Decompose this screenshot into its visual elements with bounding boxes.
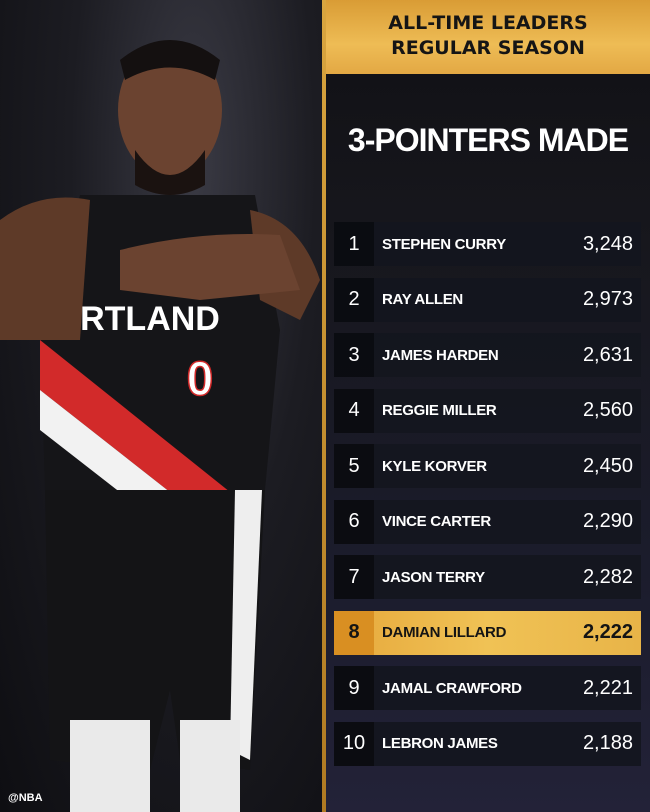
- three-pointers-value: 2,221: [582, 676, 633, 699]
- jersey-text: RTLAND: [80, 300, 220, 338]
- three-pointers-value: 2,290: [582, 510, 633, 532]
- three-pointers-value: 3,248: [582, 232, 633, 255]
- leader-row: 7 JASON TERRY 2,282: [334, 555, 641, 599]
- leaders-list: 1 STEPHEN CURRY 3,248 2 RAY ALLEN 2,973 3 JAMES…: [334, 222, 641, 777]
- leader-row: 10 LEBRON JAMES 2,188: [334, 721, 641, 766]
- shorts: [45, 490, 265, 770]
- player-name: RAY ALLEN: [382, 291, 463, 308]
- rank: 6: [334, 499, 374, 544]
- rank: 8: [334, 610, 374, 655]
- header-line-1: ALL-TIME LEADERS: [388, 12, 588, 34]
- player-photo: RTLAND 0 @NBA: [0, 0, 322, 812]
- player-name: DAMIAN LILLARD: [382, 624, 507, 641]
- rank: 1: [334, 222, 374, 266]
- leader-row: 1 STEPHEN CURRY 3,248: [334, 222, 641, 266]
- three-pointers-value: 2,631: [582, 343, 633, 366]
- player-name: JAMAL CRAWFORD: [382, 679, 522, 697]
- rank: 4: [334, 388, 374, 433]
- player-name: KYLE KORVER: [382, 457, 487, 475]
- leader-row: 3 JAMES HARDEN 2,631: [334, 333, 641, 377]
- rank: 9: [334, 666, 374, 710]
- player-name: LEBRON JAMES: [382, 735, 498, 752]
- rank: 7: [334, 555, 374, 599]
- leader-row: 8 DAMIAN LILLARD 2,222: [334, 610, 641, 655]
- leader-row: 4 REGGIE MILLER 2,560: [334, 388, 641, 433]
- rank: 3: [334, 333, 374, 377]
- rank: 10: [334, 721, 374, 766]
- jersey-number: 0: [187, 353, 214, 406]
- header-line-2: REGULAR SEASON: [391, 37, 585, 59]
- leader-row: 5 KYLE KORVER 2,450: [334, 444, 641, 488]
- rank: 5: [334, 444, 374, 488]
- header-banner: ALL-TIME LEADERS REGULAR SEASON: [326, 0, 650, 74]
- page-title: 3-POINTERS MADE: [347, 122, 629, 158]
- player-name: JAMES HARDEN: [382, 346, 499, 364]
- leader-row: 9 JAMAL CRAWFORD 2,221: [334, 666, 641, 710]
- three-pointers-value: 2,973: [582, 288, 633, 310]
- nba-watermark: @NBA: [8, 792, 43, 804]
- leader-row: 6 VINCE CARTER 2,290: [334, 499, 641, 544]
- leader-row: 2 RAY ALLEN 2,973: [334, 277, 641, 322]
- three-pointers-value: 2,188: [582, 732, 633, 754]
- player-name: JASON TERRY: [382, 568, 485, 586]
- player-name: VINCE CARTER: [382, 513, 491, 530]
- player-name: REGGIE MILLER: [382, 402, 497, 419]
- player-name: STEPHEN CURRY: [382, 235, 506, 253]
- player-head: [118, 42, 222, 178]
- three-pointers-value: 2,450: [582, 454, 633, 477]
- gold-divider: [322, 0, 326, 812]
- three-pointers-value: 2,282: [582, 565, 633, 588]
- rank: 2: [334, 277, 374, 322]
- leaders-panel: ALL-TIME LEADERS REGULAR SEASON 3-POINTE…: [326, 0, 650, 812]
- three-pointers-value: 2,222: [582, 621, 633, 643]
- three-pointers-value: 2,560: [582, 399, 633, 421]
